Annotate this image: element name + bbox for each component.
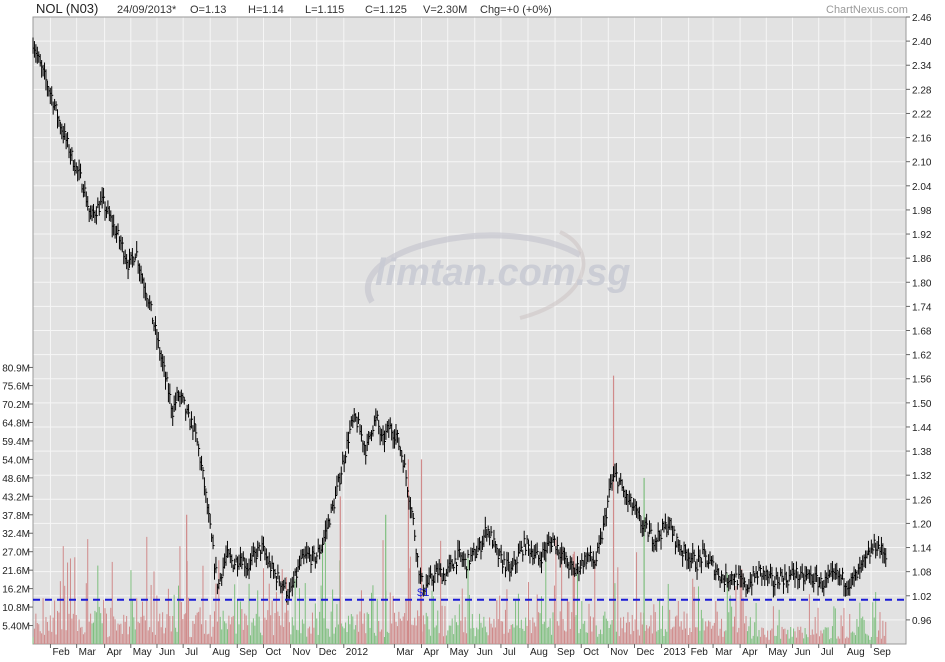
price-tick-label: 1.38	[912, 447, 932, 458]
price-tick-label: 2.28	[912, 85, 932, 96]
volume-tick-label: 80.9M	[2, 363, 30, 374]
volume-tick-label: 37.8M	[2, 511, 30, 522]
price-tick-label: 1.74	[912, 302, 932, 313]
time-tick-label: May	[133, 647, 152, 657]
time-tick-label: Aug	[847, 647, 865, 657]
time-axis: Feb Mar Apr May Jun Jul Aug Sep Oct Nov Dec 2012 Mar…	[49, 644, 891, 658]
price-tick-label: 1.50	[912, 399, 932, 410]
price-tick-label: 1.62	[912, 351, 932, 362]
time-tick-label: Sep	[557, 647, 575, 657]
volume-tick-label: 64.8M	[2, 418, 30, 429]
price-tick-label: 0.96	[912, 616, 932, 627]
time-tick-label: Jul	[185, 647, 198, 657]
time-tick-label: Sep	[873, 647, 891, 657]
change-label: Chg=+0 (+0%)	[480, 4, 552, 16]
volume-tick-label: 59.4M	[2, 437, 30, 448]
volume-tick-label: 75.6M	[2, 382, 30, 393]
volume-tick-label: 48.6M	[2, 474, 30, 485]
time-tick-label: Oct	[583, 647, 599, 657]
price-series	[32, 37, 888, 605]
volume-tick-label: 10.8M	[2, 603, 30, 614]
time-tick-label: May	[768, 647, 787, 657]
time-tick-label: Sep	[239, 647, 257, 657]
watermark-text: limtan.com.sg	[375, 252, 631, 294]
time-tick-label: Dec	[319, 647, 337, 657]
volume-tick-label: 16.2M	[2, 585, 30, 596]
price-tick-label: 2.22	[912, 109, 932, 120]
price-tick-label: 1.02	[912, 592, 932, 603]
time-tick-label: May	[450, 647, 469, 657]
time-tick-label: Mar	[79, 647, 97, 657]
price-tick-label: 1.92	[912, 230, 932, 241]
time-tick-label: Nov	[293, 647, 311, 657]
time-tick-label: Nov	[610, 647, 628, 657]
price-tick-label: 2.40	[912, 37, 932, 48]
price-tick-label: 1.20	[912, 519, 932, 530]
price-tick-label: 1.26	[912, 495, 932, 506]
time-tick-label: Dec	[636, 647, 654, 657]
price-tick-label: 1.56	[912, 375, 932, 386]
volume-tick-label: 27.0M	[2, 548, 30, 559]
support-label: $1	[417, 587, 429, 599]
symbol-label: NOL (N03)	[36, 1, 98, 16]
price-tick-label: 2.34	[912, 61, 932, 72]
price-tick-label: 2.46	[912, 13, 932, 24]
price-axis: 2.46 2.40 2.34 2.28 2.22 2.16 2.10 2.04 1.98 1.92…	[906, 13, 932, 627]
volume-label: V=2.30M	[423, 4, 467, 16]
time-tick-label: Jul	[821, 647, 834, 657]
volume-tick-label: 43.2M	[2, 492, 30, 503]
time-tick-label: Jun	[159, 647, 175, 657]
time-tick-label: 2013	[664, 647, 687, 657]
volume-tick-label: 21.6M	[2, 566, 30, 577]
price-tick-label: 1.32	[912, 471, 932, 482]
time-tick-label: 2012	[346, 647, 369, 657]
volume-tick-label: 54.0M	[2, 455, 30, 466]
price-tick-label: 2.10	[912, 158, 932, 169]
high-label: H=1.14	[248, 4, 284, 16]
watermark-logo: limtan.com.sg	[365, 230, 631, 320]
price-tick-label: 2.16	[912, 134, 932, 145]
time-tick-label: Mar	[715, 647, 733, 657]
time-tick-label: Aug	[530, 647, 548, 657]
volume-tick-label: 5.40M	[2, 622, 30, 633]
grid-layer	[32, 16, 907, 645]
price-tick-label: 1.86	[912, 254, 932, 265]
time-tick-label: Jul	[503, 647, 516, 657]
header-bar: NOL (N03) 24/09/2013* O=1.13 H=1.14 L=1.…	[36, 1, 908, 16]
price-tick-label: 1.80	[912, 278, 932, 289]
brand-label: ChartNexus.com	[826, 4, 908, 16]
price-tick-label: 1.98	[912, 206, 932, 217]
time-tick-label: Apr	[742, 647, 758, 657]
price-tick-label: 1.68	[912, 327, 932, 338]
time-tick-label: Apr	[107, 647, 123, 657]
low-label: L=1.115	[305, 4, 344, 16]
time-tick-label: Oct	[265, 647, 281, 657]
price-tick-label: 2.04	[912, 182, 932, 193]
price-tick-label: 1.14	[912, 544, 932, 555]
time-tick-label: Jun	[795, 647, 811, 657]
support-line-group: $1	[33, 587, 906, 601]
time-tick-label: Mar	[396, 647, 414, 657]
time-tick-label: Feb	[52, 647, 70, 657]
volume-bars	[32, 375, 887, 644]
volume-tick-label: 70.2M	[2, 400, 30, 411]
time-tick-label: Jun	[477, 647, 493, 657]
time-tick-label: Feb	[691, 647, 709, 657]
volume-tick-label: 32.4M	[2, 529, 30, 540]
price-tick-label: 1.08	[912, 568, 932, 579]
time-tick-label: Apr	[423, 647, 439, 657]
close-label: C=1.125	[365, 4, 407, 16]
date-label: 24/09/2013*	[117, 4, 177, 16]
volume-axis: 80.9M 75.6M 70.2M 64.8M 59.4M 54.0M 48.6M 43.2M…	[2, 363, 33, 633]
open-label: O=1.13	[190, 4, 226, 16]
time-tick-label: Aug	[212, 647, 230, 657]
price-tick-label: 1.44	[912, 423, 932, 434]
